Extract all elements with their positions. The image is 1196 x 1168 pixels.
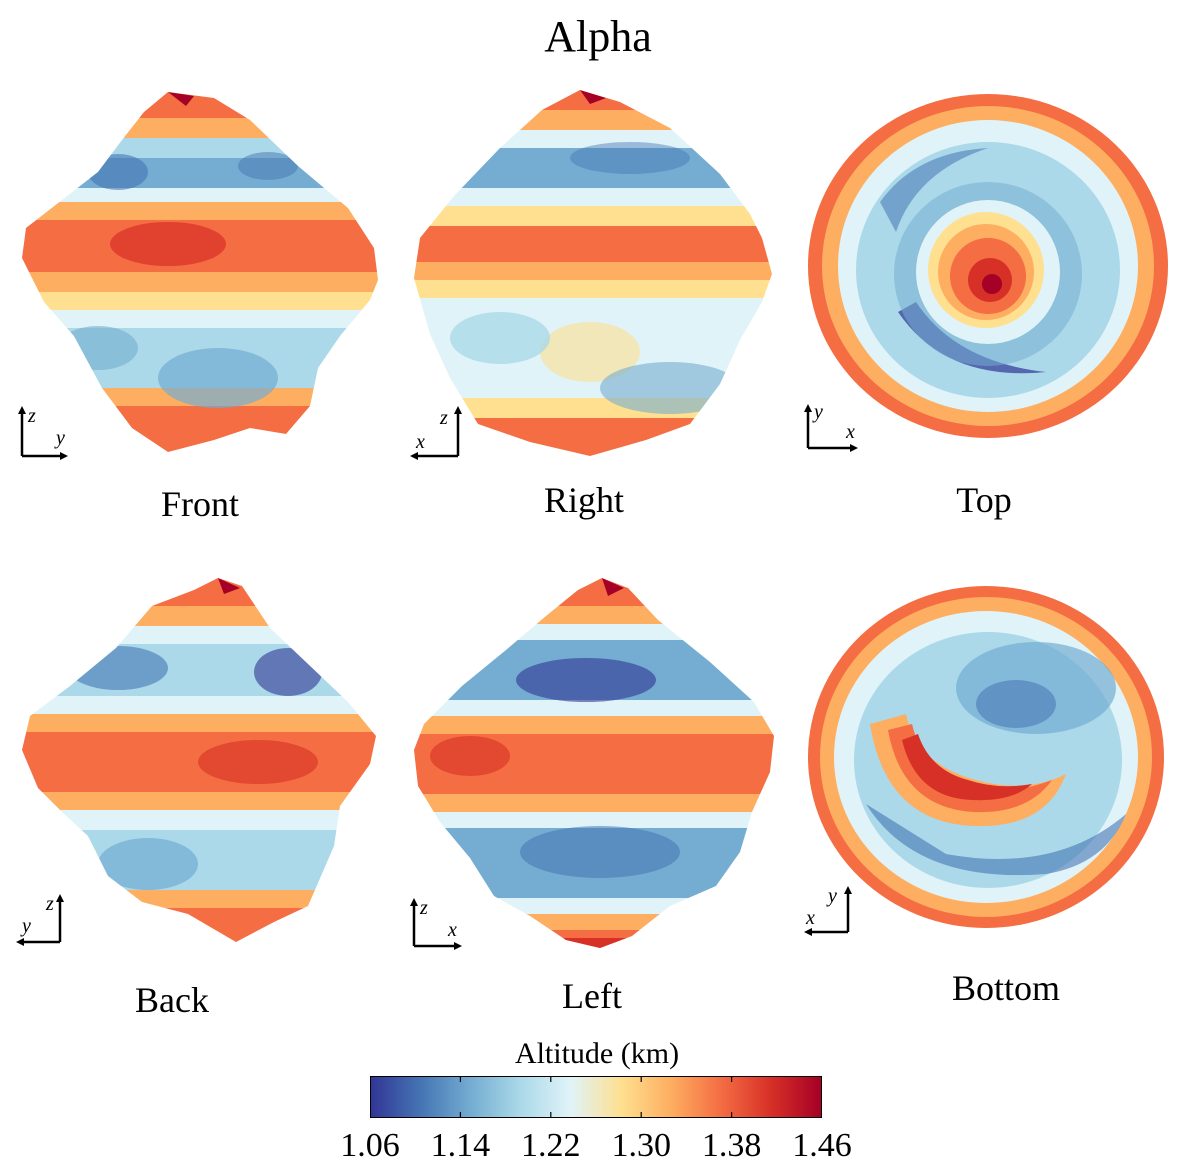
view-front — [18, 88, 380, 460]
axes-indicator-left: z x — [410, 894, 470, 954]
axis-label-z-front: z — [28, 405, 36, 427]
axis-label-z-right: z — [440, 407, 448, 429]
view-label-back: Back — [135, 980, 209, 1020]
view-label-right: Right — [543, 480, 624, 520]
colorbar-tick-marks — [459, 1076, 733, 1118]
axes-arrows-right — [410, 406, 462, 460]
colorbar-tick-label: 1.30 — [611, 1127, 671, 1164]
axis-label-x-bottom: x — [806, 907, 815, 929]
colorbar-tick-label: 1.46 — [792, 1127, 852, 1164]
axes-arrows-back — [16, 894, 64, 946]
axis-label-y-top: y — [814, 401, 823, 423]
axes-arrows-front — [18, 406, 68, 460]
axis-label-z-left: z — [420, 897, 428, 919]
axes-arrows-bottom — [804, 886, 852, 936]
top-shape — [808, 94, 1168, 438]
axes-indicator-back: z y — [12, 890, 72, 950]
axes-indicator-right: z x — [406, 402, 466, 462]
view-label-left: Left — [562, 976, 622, 1016]
view-label-bottom: Bottom — [951, 968, 1061, 1008]
back-shape — [22, 578, 376, 942]
axis-label-x-right: x — [416, 431, 425, 453]
right-shape — [414, 90, 772, 456]
colorbar-tick-label: 1.06 — [340, 1127, 400, 1164]
axes-indicator-front: z y — [18, 402, 78, 462]
axes-indicator-bottom: y x — [800, 882, 860, 942]
colorbar-tick-label: 1.38 — [701, 1127, 762, 1164]
view-label-front: Front — [160, 484, 239, 524]
view-top — [806, 92, 1170, 440]
axis-label-x-top: x — [846, 421, 855, 443]
colorbar-tick-label: 1.14 — [430, 1127, 491, 1164]
axes-arrows-top — [804, 404, 858, 452]
left-shape — [414, 578, 774, 948]
view-label-top: Top — [956, 480, 1012, 520]
view-back — [18, 576, 378, 944]
front-shape — [22, 92, 378, 452]
axis-label-x-left: x — [448, 919, 457, 941]
bottom-shape — [808, 586, 1164, 928]
axis-label-y-bottom: y — [828, 885, 837, 907]
view-right — [410, 88, 774, 460]
view-left — [410, 576, 776, 952]
view-bottom — [806, 584, 1166, 930]
axis-label-y-back: y — [22, 915, 31, 937]
colorbar-gradient — [370, 1076, 822, 1118]
axes-arrows-left — [410, 898, 462, 950]
axes-indicator-top: y x — [804, 400, 864, 460]
colorbar-title: Altitude (km) — [514, 1037, 680, 1070]
colorbar-tick-label: 1.22 — [521, 1127, 581, 1164]
axis-label-y-front: y — [56, 427, 65, 449]
axis-label-z-back: z — [46, 893, 54, 915]
figure-title: Alpha — [544, 12, 652, 61]
